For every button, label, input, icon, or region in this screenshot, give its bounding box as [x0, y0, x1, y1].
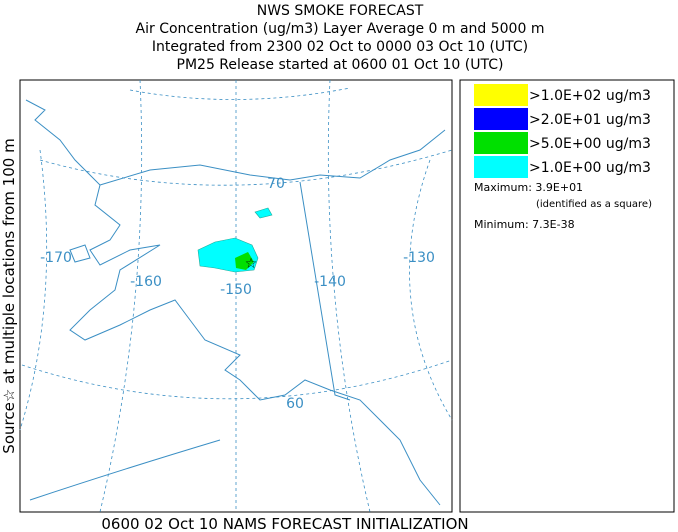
- subtitle: Air Concentration (ug/m3) Layer Average …: [136, 21, 545, 37]
- graticule: [99, 79, 143, 513]
- legend-label: >1.0E+02 ug/m3: [529, 88, 651, 104]
- legend-min: Minimum: 7.3E-38: [474, 218, 575, 231]
- side-label: Source☆ at multiple locations from 100 m: [0, 138, 18, 453]
- graticule-label: -130: [403, 250, 435, 266]
- coastline: [25, 99, 441, 506]
- legend-label: >5.0E+00 ug/m3: [529, 136, 651, 152]
- graticule-label: 60: [286, 396, 304, 412]
- source-star: ☆: [245, 256, 258, 272]
- graticule: [39, 149, 453, 186]
- legend-swatch: [474, 156, 528, 178]
- graticule-label: -150: [220, 282, 252, 298]
- graticule: [409, 159, 453, 421]
- legend-swatch: [474, 108, 528, 130]
- smoke-plume: [254, 207, 273, 219]
- graticule-label: -170: [40, 250, 72, 266]
- graticule-label: 70: [267, 176, 285, 192]
- legend-max: Maximum: 3.9E+01: [474, 181, 583, 194]
- title: NWS SMOKE FORECAST: [257, 3, 424, 19]
- graticule-label: -160: [130, 274, 162, 290]
- smoke-plume: [235, 252, 254, 270]
- legend-max-note: (identified as a square): [536, 199, 652, 210]
- coastline: [29, 439, 221, 501]
- graticule: [129, 87, 351, 100]
- graticule: [327, 79, 371, 513]
- map: ☆ -170 -160 -150 -140 -130 70 60: [19, 79, 453, 513]
- subtitle: Integrated from 2300 02 Oct to 0000 03 O…: [152, 39, 528, 55]
- legend-label: >1.0E+00 ug/m3: [529, 160, 651, 176]
- legend-swatch: [474, 84, 528, 106]
- graticule-label: -140: [314, 274, 346, 290]
- graticule: [19, 149, 48, 431]
- border: [299, 181, 351, 401]
- island: [69, 244, 91, 263]
- footer: 0600 02 Oct 10 NAMS FORECAST INITIALIZAT…: [101, 515, 468, 532]
- coastline: [99, 129, 446, 186]
- legend-swatch: [474, 132, 528, 154]
- legend-label: >2.0E+01 ug/m3: [529, 112, 651, 128]
- subtitle: PM25 Release started at 0600 01 Oct 10 (…: [177, 57, 504, 73]
- graticule: [21, 359, 453, 400]
